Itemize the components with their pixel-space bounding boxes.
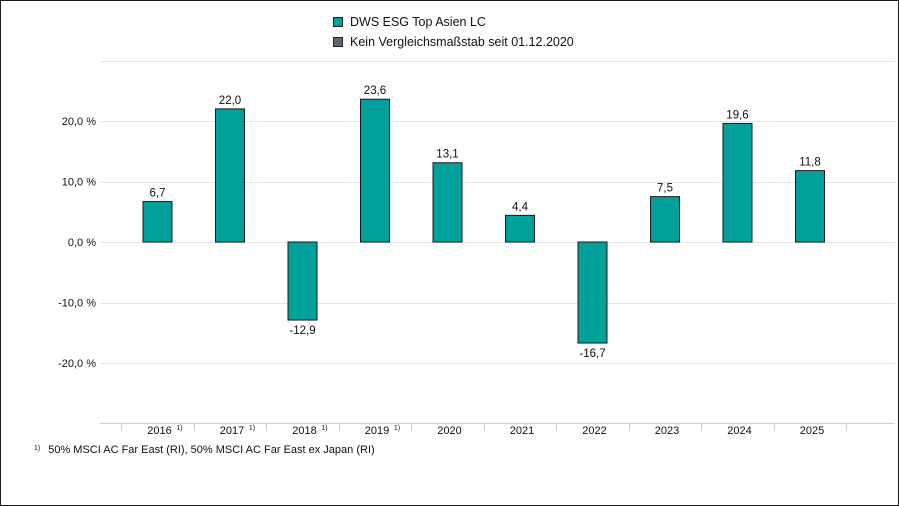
x-tick-label: 2019 (365, 425, 389, 437)
bar (722, 122, 753, 243)
data-label: -16,7 (579, 348, 605, 360)
legend-label-fund: DWS ESG Top Asien LC (350, 15, 486, 29)
x-tick-label: 2018 (292, 425, 316, 437)
bar (287, 241, 318, 321)
data-label: 4,4 (512, 201, 529, 213)
x-tick-label: 2024 (727, 425, 751, 437)
bar (142, 200, 173, 243)
bar (577, 241, 608, 344)
x-tick-label: 2021 (510, 425, 534, 437)
x-tick-label: 2016 (147, 425, 171, 437)
y-tick-label: -10,0 % (58, 298, 96, 310)
legend: DWS ESG Top Asien LC Kein Vergleichsmaßs… (333, 12, 574, 52)
x-tick-label: 2023 (655, 425, 679, 437)
data-label: 23,6 (364, 85, 386, 97)
data-label: 6,7 (150, 187, 166, 199)
data-label: 19,6 (726, 109, 748, 121)
y-tick-label: 10,0 % (62, 177, 96, 189)
data-label: 11,8 (799, 157, 821, 169)
x-tick-label: 2020 (437, 425, 461, 437)
x-tick-footnote-mark: 1) (321, 425, 327, 432)
legend-item-fund: DWS ESG Top Asien LC (333, 12, 574, 32)
footnote: 1) 50% MSCI AC Far East (RI), 50% MSCI AC… (34, 444, 375, 456)
legend-swatch-fund (333, 17, 343, 27)
bar (432, 162, 463, 243)
bar (360, 98, 390, 243)
x-tick-label: 2022 (582, 425, 606, 437)
data-label: 22,0 (219, 95, 241, 107)
bar (795, 170, 825, 243)
data-label: -12,9 (289, 325, 315, 337)
data-label: 7,5 (657, 183, 673, 195)
y-tick-label: 20,0 % (62, 116, 96, 128)
legend-swatch-comparison (333, 37, 343, 47)
footnote-mark: 1) (34, 445, 41, 452)
x-tick-label: 2017 (220, 425, 244, 437)
bar (505, 214, 535, 243)
footnote-text: 50% MSCI AC Far East (RI), 50% MSCI AC F… (48, 444, 375, 456)
y-tick-label: -20,0 % (58, 358, 96, 370)
legend-item-comparison: Kein Vergleichsmaßstab seit 01.12.2020 (333, 32, 574, 52)
y-tick-label: 0,0 % (68, 237, 96, 249)
x-tick-footnote-mark: 1) (249, 425, 255, 432)
bar-chart: 20,0 % 10,0 % 0,0 % -10,0 % -20,0 % 6,7 2016 1)… (58, 61, 895, 437)
legend-label-comparison: Kein Vergleichsmaßstab seit 01.12.2020 (350, 35, 574, 49)
x-tick-footnote-mark: 1) (176, 425, 182, 432)
bar (650, 196, 680, 243)
x-tick-label: 2025 (800, 425, 824, 437)
data-label: 13,1 (436, 149, 458, 161)
x-tick-footnote-mark: 1) (394, 425, 400, 432)
bar (215, 108, 245, 243)
